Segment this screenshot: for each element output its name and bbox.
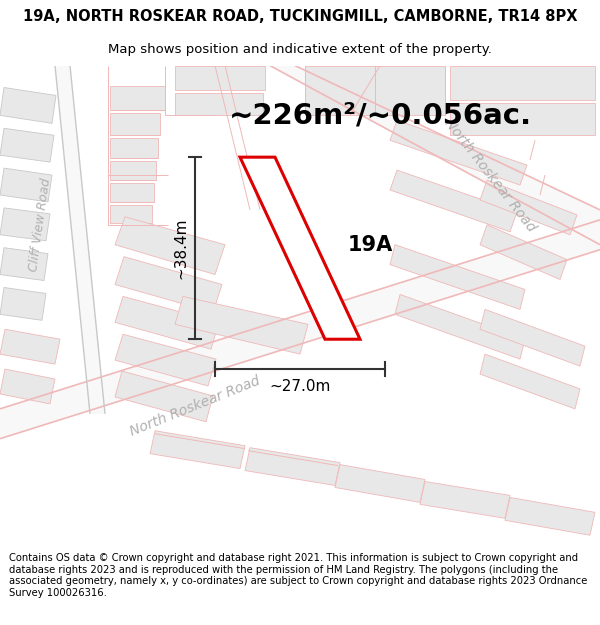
Polygon shape [0, 288, 46, 321]
Polygon shape [175, 296, 308, 354]
Polygon shape [0, 329, 60, 364]
Polygon shape [110, 86, 165, 111]
Polygon shape [505, 498, 595, 535]
Text: Cliff View Road: Cliff View Road [27, 177, 53, 272]
Polygon shape [335, 464, 425, 503]
Text: Map shows position and indicative extent of the property.: Map shows position and indicative extent… [108, 42, 492, 56]
Text: 19A: 19A [348, 235, 393, 255]
Polygon shape [390, 121, 527, 185]
Polygon shape [480, 180, 577, 235]
Polygon shape [55, 66, 105, 414]
Polygon shape [115, 296, 219, 349]
Polygon shape [480, 354, 580, 409]
Text: ~226m²/~0.056ac.: ~226m²/~0.056ac. [229, 101, 532, 129]
Polygon shape [395, 294, 525, 359]
Polygon shape [0, 208, 50, 241]
Polygon shape [115, 334, 216, 386]
Polygon shape [175, 94, 263, 116]
Polygon shape [390, 170, 517, 232]
Polygon shape [305, 66, 445, 116]
Polygon shape [115, 217, 225, 274]
Polygon shape [480, 309, 585, 366]
Polygon shape [0, 168, 52, 202]
Polygon shape [0, 128, 54, 162]
Polygon shape [115, 371, 213, 422]
Polygon shape [450, 103, 595, 135]
Polygon shape [115, 257, 222, 312]
Polygon shape [110, 183, 154, 202]
Polygon shape [245, 448, 340, 486]
Polygon shape [150, 431, 245, 469]
Polygon shape [0, 88, 56, 123]
Polygon shape [420, 481, 510, 518]
Polygon shape [270, 66, 600, 245]
Polygon shape [240, 157, 360, 339]
Polygon shape [0, 248, 48, 281]
Text: 19A, NORTH ROSKEAR ROAD, TUCKINGMILL, CAMBORNE, TR14 8PX: 19A, NORTH ROSKEAR ROAD, TUCKINGMILL, CA… [23, 9, 577, 24]
Polygon shape [480, 225, 567, 279]
Text: North Roskear Road: North Roskear Road [442, 116, 538, 234]
Polygon shape [110, 113, 160, 135]
Polygon shape [110, 205, 152, 223]
Text: ~38.4m: ~38.4m [173, 217, 188, 279]
Polygon shape [175, 66, 265, 91]
Polygon shape [0, 369, 55, 404]
Polygon shape [110, 138, 158, 158]
Polygon shape [0, 220, 600, 439]
Polygon shape [110, 161, 156, 180]
Text: Contains OS data © Crown copyright and database right 2021. This information is : Contains OS data © Crown copyright and d… [9, 553, 587, 598]
Polygon shape [450, 66, 595, 101]
Text: ~27.0m: ~27.0m [269, 379, 331, 394]
Polygon shape [390, 245, 525, 309]
Text: North Roskear Road: North Roskear Road [128, 373, 262, 438]
